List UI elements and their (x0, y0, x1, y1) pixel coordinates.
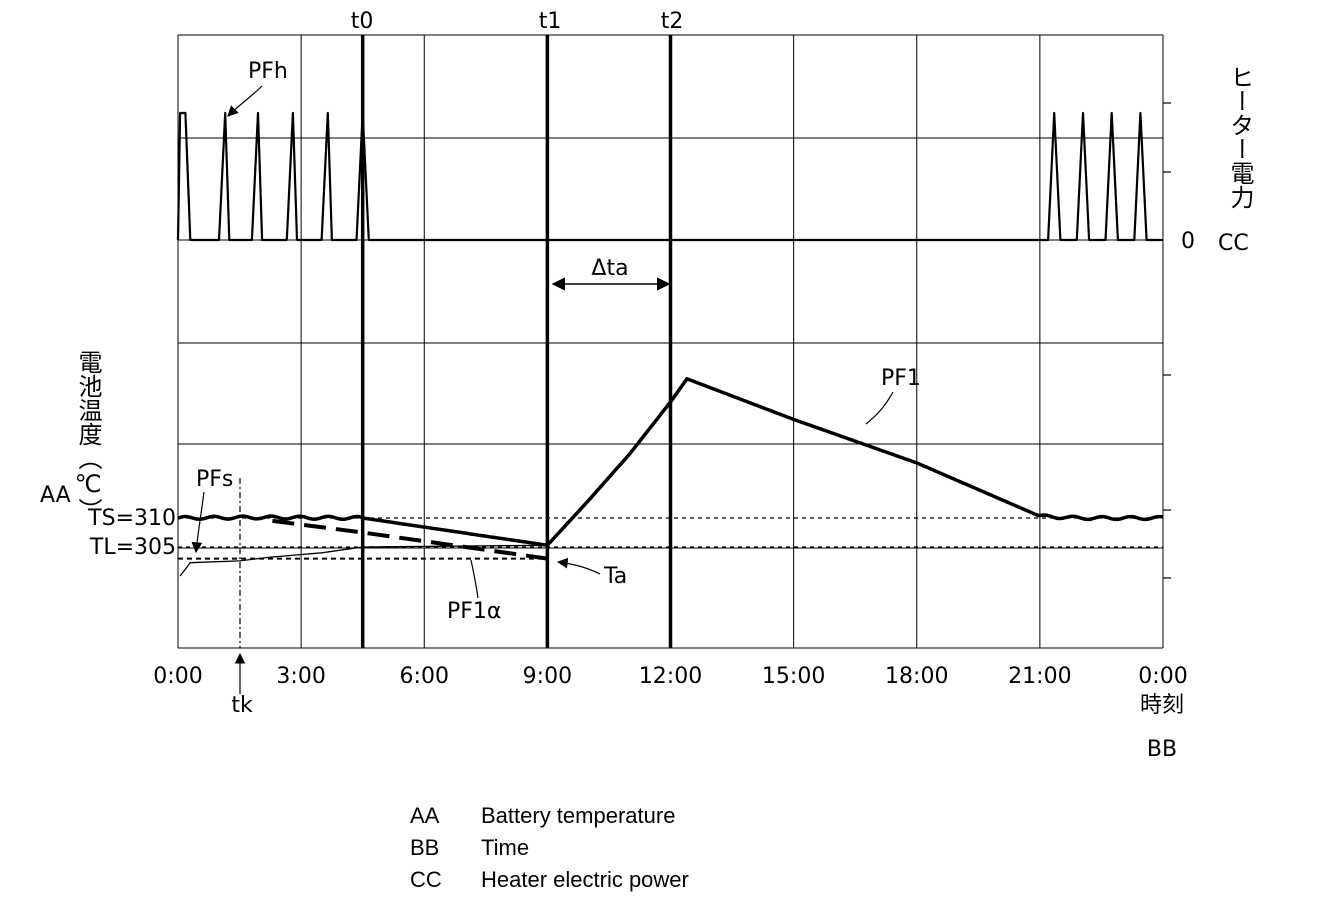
key-row-bb: BB Time (410, 832, 689, 864)
x-tick-label: 0:00 (153, 664, 202, 689)
marker-label-tk: tk (231, 693, 253, 718)
x-tick-label: 9:00 (523, 664, 572, 689)
x-tick-label: 12:00 (639, 664, 702, 689)
key-text: Battery temperature (481, 800, 675, 832)
pf1a-leader (471, 560, 478, 598)
heater-zero-label: 0 (1181, 229, 1195, 254)
key-row-aa: AA Battery temperature (410, 800, 689, 832)
x-tick-label: 6:00 (400, 664, 449, 689)
pfs-label: PFs (196, 467, 233, 492)
marker-label-t2: t2 (661, 9, 684, 34)
key-abbr: CC (410, 864, 481, 896)
key-abbr: BB (410, 832, 481, 864)
pf1-leader (866, 392, 893, 424)
pfs-leader (196, 492, 204, 552)
battery-axis-tag: AA (40, 483, 71, 508)
key-text: Time (481, 832, 529, 864)
time-axis-tag: BB (1147, 737, 1177, 762)
abbreviation-key: AA Battery temperature BB Time CC Heater… (410, 800, 689, 896)
heater-axis-tag: CC (1218, 231, 1249, 256)
pfh-label: PFh (248, 59, 288, 84)
heater-axis-label: ヒーター電力 (1226, 65, 1254, 209)
pfh-leader (228, 86, 262, 116)
delta-ta-label: Δta (591, 256, 628, 281)
marker-label-t1: t1 (539, 9, 562, 34)
battery-axis-label: 電池温度（℃） (74, 350, 102, 522)
x-tick-label: 21:00 (1008, 664, 1071, 689)
time-axis-label: 時刻 (1140, 693, 1184, 718)
ta-label: Ta (603, 564, 627, 589)
x-tick-label: 15:00 (762, 664, 825, 689)
marker-label-t0: t0 (351, 9, 374, 34)
pf1a-label: PF1α (447, 599, 501, 624)
key-abbr: AA (410, 800, 481, 832)
x-tick-label: 0:00 (1138, 664, 1187, 689)
x-tick-labels: 0:00 3:00 6:00 9:00 12:00 15:00 18:00 21:00 0:00 (153, 664, 1187, 689)
key-text: Heater electric power (481, 864, 689, 896)
x-tick-label: 18:00 (885, 664, 948, 689)
key-row-cc: CC Heater electric power (410, 864, 689, 896)
series-layer (178, 35, 1163, 648)
tl-label: TL=305 (89, 535, 176, 560)
pf1-label: PF1 (881, 366, 921, 391)
x-tick-label: 3:00 (276, 664, 325, 689)
ta-leader (558, 562, 600, 574)
